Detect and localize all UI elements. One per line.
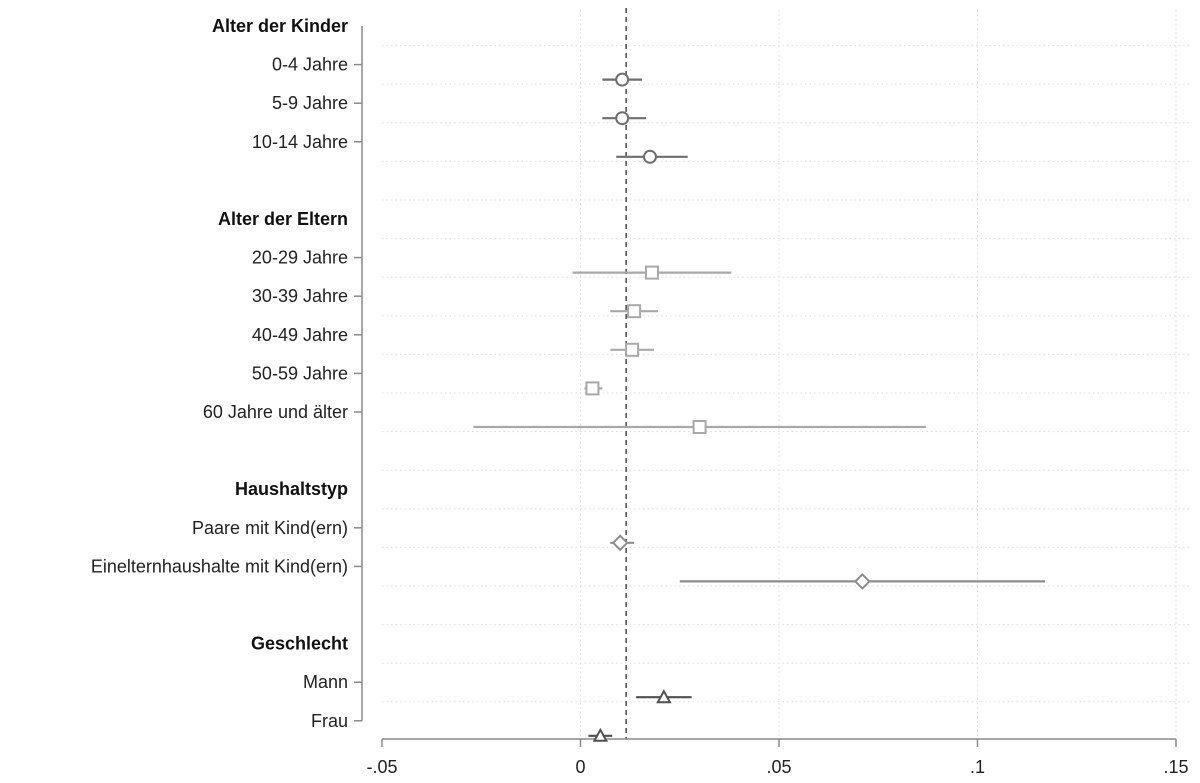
category-label-mann: Mann	[303, 672, 348, 692]
point-paare-mit-kind-ern	[611, 534, 629, 552]
category-label-frau: Frau	[311, 711, 348, 731]
x-tick-label-3: .1	[970, 757, 985, 777]
estimates	[473, 72, 1045, 742]
group-label-alter-der-eltern: Alter der Eltern	[218, 209, 348, 229]
axes: -.05 0 .05 .1 .15	[354, 26, 1189, 777]
point-50-59-jahre	[585, 381, 600, 396]
group-label-geschlecht: Geschlecht	[251, 634, 348, 654]
point-5-9-jahre	[615, 111, 630, 126]
category-label-50-59-jahre: 50-59 Jahre	[252, 363, 348, 383]
category-label-10-14-jahre: 10-14 Jahre	[252, 132, 348, 152]
point-mann	[656, 689, 672, 704]
category-label-40-49-jahre: 40-49 Jahre	[252, 325, 348, 345]
group-label-alter-der-kinder: Alter der Kinder	[212, 16, 348, 36]
point-30-39-jahre	[627, 304, 642, 319]
category-label-paare-mit-kind-ern: Paare mit Kind(ern)	[192, 518, 348, 538]
point-40-49-jahre	[625, 342, 640, 357]
gridlines	[382, 8, 1190, 739]
category-label-einelternhaushalte-mit-kind-ern: Einelternhaushalte mit Kind(ern)	[91, 556, 348, 576]
x-tick-label-4: .15	[1163, 757, 1188, 777]
x-tick-label-2: .05	[766, 757, 791, 777]
category-label-30-39-jahre: 30-39 Jahre	[252, 286, 348, 306]
x-tick-label-0: -.05	[366, 757, 397, 777]
group-label-haushaltstyp: Haushaltstyp	[235, 479, 348, 499]
point-10-14-jahre	[642, 149, 657, 164]
point-60-jahre-und-lter	[692, 420, 707, 434]
point-0-4-jahre	[615, 72, 630, 87]
category-label-5-9-jahre: 5-9 Jahre	[272, 93, 348, 113]
category-label-60-jahre-und-lter: 60 Jahre und älter	[203, 402, 348, 422]
point-20-29-jahre	[644, 265, 659, 280]
x-tick-label-1: 0	[575, 757, 585, 777]
category-labels: Alter der Kinder 0-4 Jahre 5-9 Jahre 10-14 …	[91, 16, 348, 731]
point-einelternhaushalte-mit-kind-ern	[853, 572, 871, 590]
point-frau	[592, 727, 609, 742]
category-label-0-4-jahre: 0-4 Jahre	[272, 55, 348, 75]
category-label-20-29-jahre: 20-29 Jahre	[252, 248, 348, 268]
